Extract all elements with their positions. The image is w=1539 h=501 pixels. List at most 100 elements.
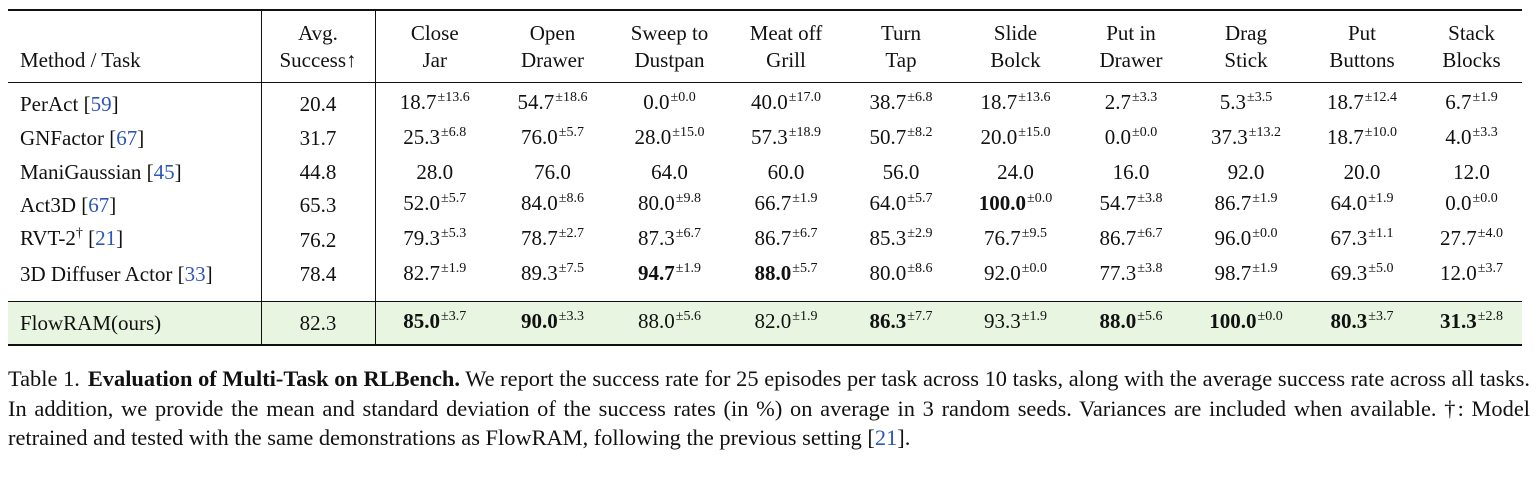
table-cell: 78.7±2.7 bbox=[494, 223, 611, 258]
cell-std: ±8.6 bbox=[558, 191, 584, 207]
cell-std: ±0.0 bbox=[1021, 260, 1047, 276]
table-ours-section: FlowRAM(ours) 82.3 85.0±3.7 90.0±3.3 88.0±5.… bbox=[8, 301, 1522, 345]
column-header-bottom: Success↑ bbox=[261, 46, 376, 83]
cell-value: 76.7 bbox=[984, 226, 1021, 251]
table-cell: 82.7±1.9 bbox=[375, 258, 494, 301]
cell-std: ±5.7 bbox=[792, 260, 818, 276]
cell-std: ±7.7 bbox=[907, 308, 933, 324]
column-header-top: Sweep to bbox=[630, 21, 709, 45]
cell-std: ±6.7 bbox=[792, 226, 818, 242]
table-cell: 64.0 bbox=[611, 157, 728, 189]
column-header-top: Drag bbox=[1225, 21, 1267, 45]
cell-value: 12.0 bbox=[1453, 159, 1490, 184]
cell-std: ±5.7 bbox=[907, 191, 933, 207]
cell-std: ±6.8 bbox=[907, 90, 933, 105]
table-cell: 86.7±6.7 bbox=[1073, 223, 1189, 258]
cell-std: ±1.9 bbox=[1252, 191, 1278, 207]
cell-std: ±5.6 bbox=[1137, 308, 1163, 324]
table-cell: 50.7±8.2 bbox=[844, 122, 958, 157]
table-cell: 54.7±18.6 bbox=[494, 83, 611, 122]
method-name: RVT-2† [21] bbox=[8, 223, 262, 258]
cell-value: 37.3 bbox=[1211, 124, 1248, 149]
table-cell: 40.0±17.0 bbox=[728, 83, 844, 122]
cell-value: 82.7 bbox=[403, 260, 441, 285]
cell-value: 76.0 bbox=[534, 159, 571, 184]
cell-std: ±5.7 bbox=[558, 124, 584, 140]
table-cell: 77.3±3.8 bbox=[1073, 258, 1189, 301]
column-header-top: Turn bbox=[880, 21, 922, 45]
cell-std: ±0.0 bbox=[1027, 191, 1053, 207]
cell-value: 88.0 bbox=[638, 308, 675, 333]
table-cell: 88.0±5.6 bbox=[611, 301, 728, 345]
cell-std: ±1.9 bbox=[1252, 260, 1278, 276]
column-header-bottom: Stick bbox=[1189, 46, 1303, 83]
cell-value: 60.0 bbox=[767, 159, 805, 184]
method-name: Act3D [67] bbox=[8, 188, 262, 224]
column-header-bottom: Tap bbox=[844, 46, 958, 83]
avg-success: 76.2 bbox=[261, 223, 376, 258]
cell-std: ±5.0 bbox=[1368, 260, 1394, 276]
table-cell: 12.0±3.7 bbox=[1421, 258, 1522, 301]
cell-std: ±6.7 bbox=[1137, 226, 1163, 242]
cell-value: 66.7 bbox=[754, 191, 792, 216]
cell-std: ±0.0 bbox=[1472, 191, 1498, 207]
table-cell: 0.0±0.0 bbox=[1073, 122, 1189, 157]
cell-std: ±3.7 bbox=[1477, 260, 1503, 276]
cell-value: 50.7 bbox=[869, 124, 907, 149]
cell-value: 12.0 bbox=[1440, 260, 1477, 285]
table-cell: 79.3±5.3 bbox=[375, 223, 494, 258]
avg-success: 20.4 bbox=[261, 82, 376, 122]
cell-std: ±15.0 bbox=[1018, 124, 1051, 140]
cell-std: ±17.0 bbox=[788, 90, 821, 105]
citation: 33 bbox=[184, 262, 206, 287]
table-cell: 0.0±0.0 bbox=[1421, 188, 1522, 223]
cell-value: 0.0 bbox=[1445, 191, 1472, 216]
table-row: RVT-2† [21] 76.2 79.3±5.3 78.7±2.7 87.3±6.7 8… bbox=[8, 223, 1522, 258]
table-row-ours: FlowRAM(ours) 82.3 85.0±3.7 90.0±3.3 88.0±5.… bbox=[8, 301, 1522, 345]
cell-value: 28.0 bbox=[634, 124, 672, 149]
column-header-top bbox=[8, 10, 262, 46]
table-cell: 28.0 bbox=[375, 157, 494, 189]
cell-value: 78.7 bbox=[521, 226, 558, 251]
cell-value: 31.3 bbox=[1440, 308, 1477, 333]
cell-value: 4.0 bbox=[1445, 124, 1472, 149]
table-cell: 2.7±3.3 bbox=[1073, 83, 1189, 122]
cell-std: ±0.0 bbox=[1252, 226, 1278, 242]
table-cell: 80.0±9.8 bbox=[611, 188, 728, 223]
avg-success: 44.8 bbox=[261, 156, 376, 189]
table-cell: 12.0 bbox=[1421, 157, 1522, 189]
cell-value: 54.7 bbox=[517, 90, 555, 114]
column-header-bottom: Bolck bbox=[958, 46, 1073, 83]
table-cell: 18.7±13.6 bbox=[375, 83, 494, 122]
caption-text-end: ]. bbox=[897, 425, 911, 450]
column-header-bottom: Method / Task bbox=[8, 46, 262, 83]
cell-value: 93.3 bbox=[984, 308, 1021, 333]
cell-value: 79.3 bbox=[403, 226, 441, 251]
table-cell: 27.7±4.0 bbox=[1421, 223, 1522, 258]
table-cell: 31.3±2.8 bbox=[1421, 301, 1522, 345]
column-header-bottom: Dustpan bbox=[611, 46, 728, 83]
cell-std: ±6.8 bbox=[441, 124, 467, 140]
caption-citation: 21 bbox=[874, 425, 898, 450]
cell-value: 54.7 bbox=[1099, 191, 1137, 216]
cell-value: 57.3 bbox=[751, 124, 788, 149]
table-row: Act3D [67] 65.3 52.0±5.7 84.0±8.6 80.0±9.8 66… bbox=[8, 188, 1522, 224]
column-header-bottom: Blocks bbox=[1421, 46, 1522, 83]
cell-value: 18.7 bbox=[399, 90, 437, 114]
table-cell: 69.3±5.0 bbox=[1303, 258, 1421, 301]
column-header-top: Put bbox=[1347, 21, 1376, 45]
caption-label: Table 1. bbox=[8, 366, 80, 391]
method-label: 3D Diffuser Actor bbox=[20, 262, 173, 287]
cell-value: 85.3 bbox=[869, 226, 907, 251]
method-label: PerAct bbox=[20, 91, 79, 116]
table-cell: 76.0±5.7 bbox=[494, 122, 611, 157]
cell-std: ±0.0 bbox=[1257, 308, 1283, 324]
column-header-top: Put in bbox=[1106, 21, 1156, 45]
table-header: Avg. Close Open Sweep to Meat off Turn Slide Pu… bbox=[8, 10, 1522, 83]
table-cell: 92.0±0.0 bbox=[958, 258, 1073, 301]
table-cell: 67.3±1.1 bbox=[1303, 223, 1421, 258]
column-header-bottom: Drawer bbox=[1073, 46, 1189, 83]
table-cell: 24.0 bbox=[958, 157, 1073, 189]
cell-std: ±15.0 bbox=[672, 124, 705, 140]
caption-title: Evaluation of Multi-Task on RLBench. bbox=[87, 366, 460, 391]
